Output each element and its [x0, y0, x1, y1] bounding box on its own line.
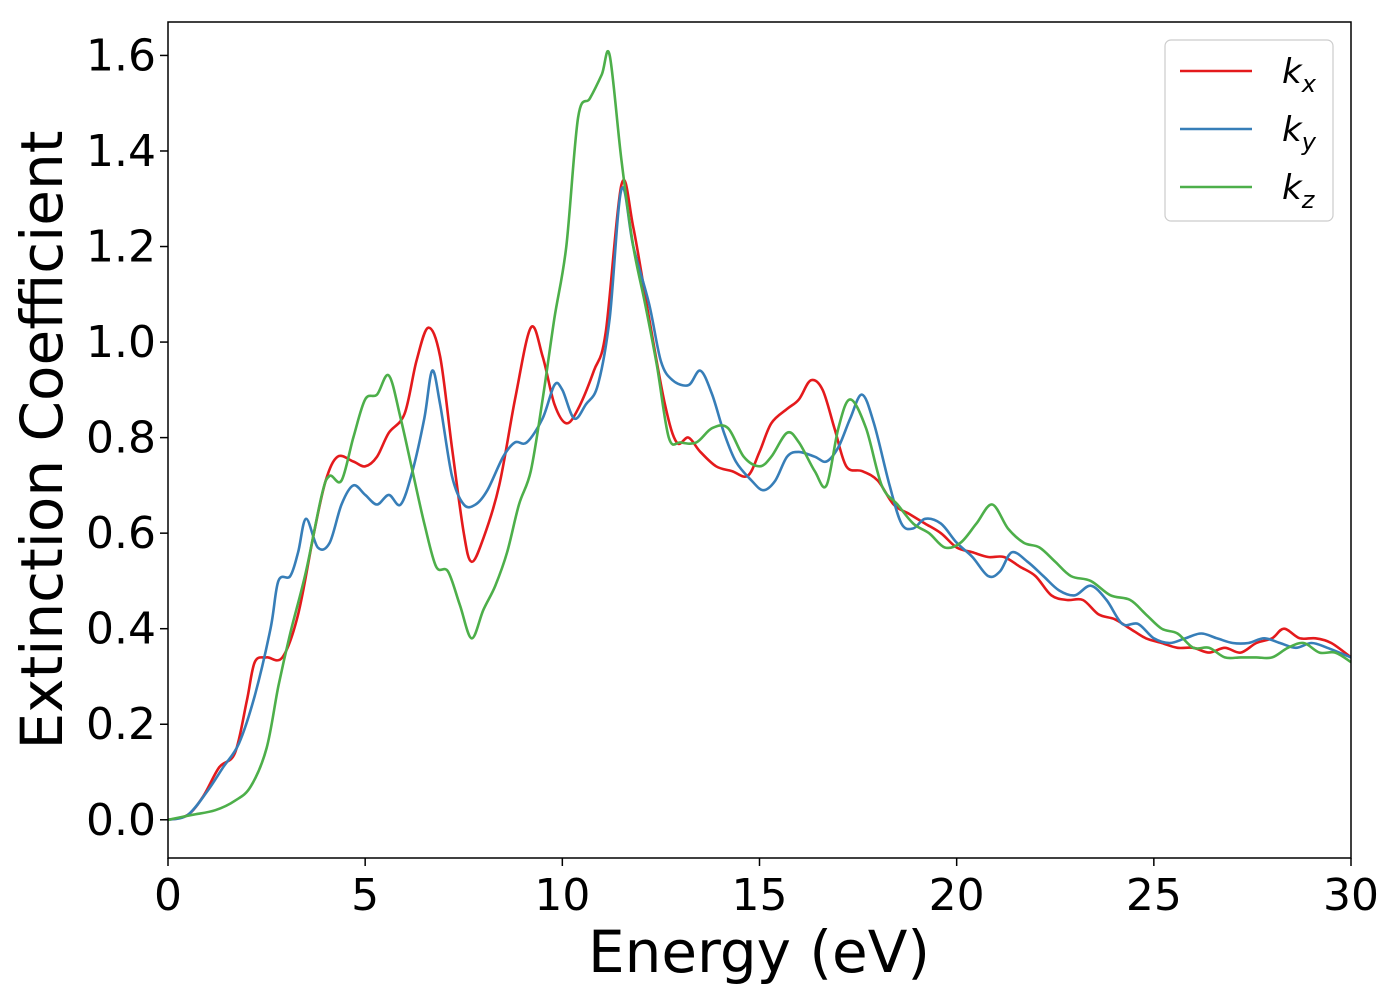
y-tick-label: 0.6 — [86, 508, 156, 559]
legend-label: kz — [1282, 168, 1316, 214]
y-tick-label: 0.0 — [86, 795, 156, 846]
legend-label-name: k — [1282, 52, 1303, 92]
x-axis: 0 5 10 15 20 25 30 — [154, 858, 1379, 921]
x-tick-label: 5 — [351, 870, 379, 921]
legend-label-subscript: y — [1301, 128, 1317, 156]
y-tick-label: 1.2 — [86, 222, 156, 273]
x-tick-label: 0 — [154, 870, 182, 921]
legend-label: ky — [1282, 110, 1317, 156]
legend-label-subscript: x — [1301, 70, 1317, 98]
series-line-ky — [168, 186, 1351, 822]
x-tick-label: 10 — [534, 870, 590, 921]
y-tick-label: 0.4 — [86, 604, 156, 655]
x-tick-label: 30 — [1323, 870, 1379, 921]
legend-label-name: k — [1282, 110, 1303, 150]
x-tick-label: 20 — [929, 870, 985, 921]
series-line-kx — [168, 178, 1351, 822]
series-layer — [168, 50, 1351, 822]
y-tick-label: 1.0 — [86, 317, 156, 368]
x-tick-label: 25 — [1126, 870, 1182, 921]
y-tick-label: 1.4 — [86, 126, 156, 177]
y-tick-label: 1.6 — [86, 30, 156, 81]
legend-box — [1164, 39, 1334, 222]
y-axis-label: Extinction Coefficient — [8, 131, 76, 750]
y-tick-label: 0.2 — [86, 699, 156, 750]
legend-label-name: k — [1282, 168, 1303, 208]
y-tick-label: 0.8 — [86, 413, 156, 464]
x-tick-label: 15 — [732, 870, 788, 921]
x-axis-label: Energy (eV) — [588, 918, 930, 986]
y-axis: 0.0 0.2 0.4 0.6 0.8 1.0 1.2 1.4 1.6 — [86, 30, 168, 846]
series-line-kz — [168, 50, 1351, 822]
legend-label: kx — [1282, 52, 1317, 98]
legend-label-subscript: z — [1301, 186, 1316, 214]
